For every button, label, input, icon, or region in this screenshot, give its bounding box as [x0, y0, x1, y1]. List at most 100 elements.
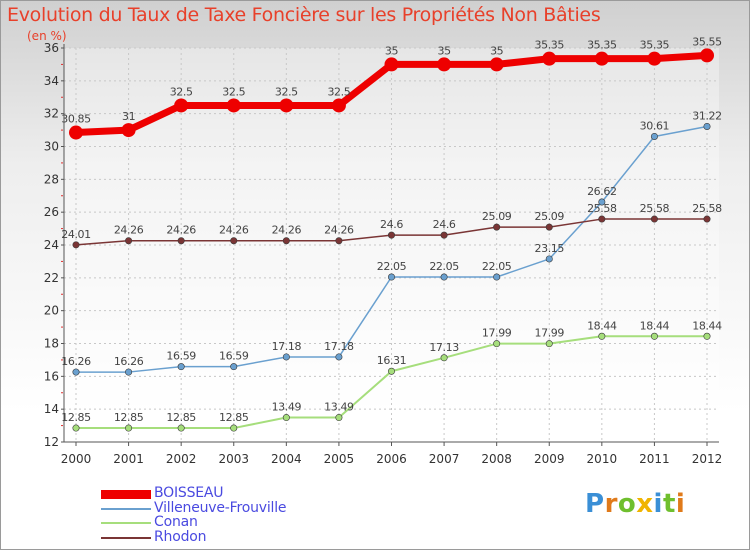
- x-tick-label: 2005: [324, 452, 355, 466]
- data-point: [72, 368, 80, 376]
- legend-label: Villeneuve-Frouville: [154, 499, 287, 516]
- data-point: [121, 123, 136, 138]
- x-tick-label: 2009: [534, 452, 565, 466]
- y-tick-label: 18: [44, 337, 59, 351]
- data-point: [331, 98, 346, 113]
- data-label: 17.99: [535, 327, 565, 340]
- data-point: [647, 51, 662, 66]
- data-label: 16.59: [219, 350, 249, 363]
- data-label: 30.85: [61, 113, 91, 126]
- data-point: [387, 367, 395, 375]
- data-point: [69, 125, 83, 140]
- data-point: [493, 273, 501, 281]
- data-point: [440, 354, 448, 362]
- data-label: 17.18: [324, 340, 354, 353]
- data-label: 32.5: [327, 85, 350, 98]
- data-label: 35: [490, 44, 504, 57]
- data-point: [72, 241, 80, 249]
- x-tick-label: 2006: [376, 452, 407, 466]
- y-tick-label: 14: [44, 402, 59, 416]
- data-point: [279, 98, 294, 113]
- data-point: [335, 237, 343, 245]
- chart-title: Evolution du Taux de Taxe Foncière sur l…: [7, 4, 601, 26]
- data-point: [335, 353, 343, 361]
- y-tick-label: 28: [44, 172, 59, 186]
- data-label: 30.61: [640, 119, 670, 132]
- data-point: [650, 132, 658, 140]
- legend-swatch: [101, 522, 151, 524]
- data-label: 17.13: [429, 341, 459, 354]
- data-label: 13.49: [324, 401, 354, 414]
- data-point: [437, 57, 452, 72]
- data-label: 12.85: [166, 411, 196, 424]
- data-point: [174, 98, 189, 113]
- data-label: 25.58: [640, 202, 670, 215]
- data-label: 25.09: [482, 210, 512, 223]
- data-point: [72, 424, 80, 432]
- data-label: 16.59: [166, 350, 196, 363]
- legend-swatch: [101, 489, 151, 499]
- legend-label: BOISSEAU: [154, 485, 224, 501]
- data-label: 22.05: [482, 260, 512, 273]
- data-point: [125, 237, 133, 245]
- data-point: [335, 414, 343, 422]
- data-point: [703, 215, 711, 223]
- data-label: 35.35: [535, 39, 565, 52]
- data-point: [700, 48, 714, 63]
- data-label: 35.35: [587, 39, 617, 52]
- data-label: 31: [122, 110, 135, 123]
- proxiti-logo: Proxiti: [585, 489, 686, 519]
- legend-swatch: [101, 536, 151, 539]
- data-point: [545, 255, 553, 263]
- series-layer: [69, 48, 714, 432]
- data-point: [282, 237, 290, 245]
- data-label: 32.5: [222, 85, 245, 98]
- y-tick-label: 30: [44, 140, 59, 154]
- data-label: 24.26: [219, 224, 249, 237]
- data-label: 22.05: [377, 260, 407, 273]
- data-label: 25.58: [587, 202, 617, 215]
- data-label-layer: 30.85 31 32.5 32.5 32.5 32.5 35 35 35 35.35 35.35 3…: [61, 35, 722, 424]
- data-point: [650, 332, 658, 340]
- data-label: 18.44: [640, 319, 670, 332]
- data-point: [384, 57, 399, 72]
- y-tick-label: 32: [44, 107, 59, 121]
- data-label: 16.26: [61, 355, 91, 368]
- legend-label: Conan: [154, 514, 198, 530]
- y-tick-label: 20: [44, 304, 59, 318]
- data-point: [230, 424, 238, 432]
- x-tick-label: 2010: [587, 452, 618, 466]
- data-point: [387, 231, 395, 239]
- data-point: [230, 237, 238, 245]
- data-label: 24.01: [61, 228, 91, 241]
- y-tick-label: 26: [44, 205, 59, 219]
- data-point: [230, 363, 238, 371]
- data-label: 32.5: [275, 85, 298, 98]
- y-tick-label: 12: [44, 435, 59, 449]
- data-point: [387, 273, 395, 281]
- data-label: 24.26: [166, 224, 196, 237]
- data-label: 16.26: [114, 355, 144, 368]
- data-point: [282, 414, 290, 422]
- data-point: [545, 340, 553, 348]
- data-point: [177, 237, 185, 245]
- data-label: 35: [385, 44, 399, 57]
- data-label: 32.5: [170, 85, 193, 98]
- legend-label: Rhodon: [154, 528, 207, 545]
- data-point: [226, 98, 241, 113]
- data-label: 24.6: [433, 218, 456, 231]
- data-label: 12.85: [219, 411, 249, 424]
- data-label: 35: [437, 44, 451, 57]
- data-label: 17.99: [482, 327, 512, 340]
- data-point: [703, 122, 711, 130]
- data-point: [493, 340, 501, 348]
- data-label: 12.85: [114, 411, 144, 424]
- data-point: [440, 231, 448, 239]
- y-unit-label: (en %): [27, 29, 67, 43]
- axis-layer: 12 14 16 18 20 22 24 26 28 30 32 34 36 2000 2001 2002 20…: [44, 41, 723, 466]
- data-label: 25.58: [692, 202, 722, 215]
- data-label: 17.18: [272, 340, 302, 353]
- y-tick-label: 24: [44, 238, 59, 252]
